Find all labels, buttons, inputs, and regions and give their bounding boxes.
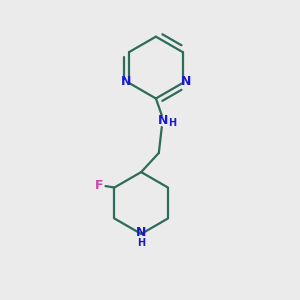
Text: H: H xyxy=(137,238,145,248)
Text: N: N xyxy=(136,226,146,239)
Text: H: H xyxy=(169,118,177,128)
Text: N: N xyxy=(120,75,131,88)
Text: N: N xyxy=(181,75,191,88)
Text: N: N xyxy=(158,114,168,127)
Text: F: F xyxy=(95,179,103,192)
